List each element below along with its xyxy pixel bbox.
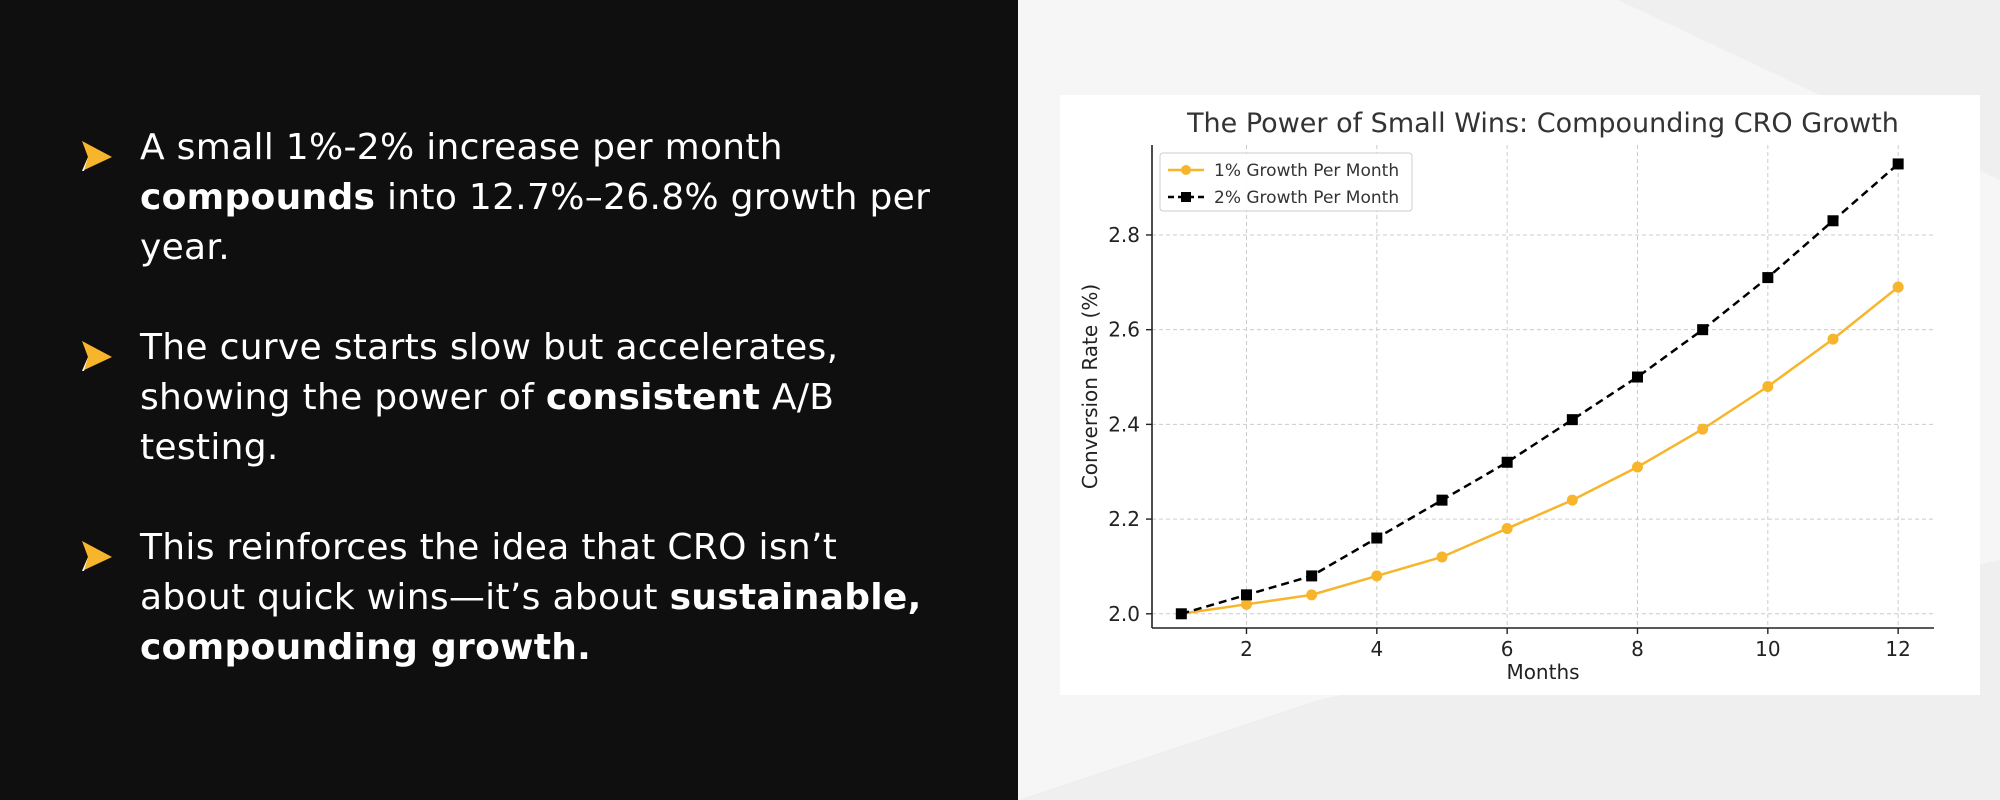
y-tick-label: 2.2 bbox=[1108, 507, 1140, 531]
bullet-text: This reinforces the idea that CRO isn’t a… bbox=[140, 523, 1000, 673]
bullet-line: about quick wins—it’s about sustainable, bbox=[140, 573, 1000, 623]
x-tick-label: 2 bbox=[1240, 637, 1253, 661]
series-2-marker bbox=[1762, 272, 1774, 284]
series-1-marker bbox=[1501, 523, 1513, 535]
bold-text-run: sustainable, bbox=[669, 577, 922, 618]
series-2-marker bbox=[1501, 456, 1513, 468]
bullet-line: compounds into 12.7%–26.8% growth per bbox=[140, 173, 1000, 223]
x-tick-label: 4 bbox=[1370, 637, 1383, 661]
text-run: A small 1%-2% increase per month bbox=[140, 127, 783, 168]
series-2-marker bbox=[1566, 414, 1578, 426]
chart-title: The Power of Small Wins: Compounding CRO… bbox=[1186, 108, 1899, 139]
text-run: The curve starts slow but accelerates, bbox=[140, 327, 839, 368]
y-tick-label: 2.6 bbox=[1108, 318, 1140, 342]
bullet-item: This reinforces the idea that CRO isn’t a… bbox=[70, 523, 970, 683]
text-run: year. bbox=[140, 227, 230, 268]
y-tick-label: 2.0 bbox=[1108, 602, 1140, 626]
y-tick-label: 2.4 bbox=[1108, 412, 1140, 436]
bullet-line: year. bbox=[140, 223, 1000, 273]
text-run: testing. bbox=[140, 427, 279, 468]
legend-label: 1% Growth Per Month bbox=[1214, 161, 1399, 181]
bullet-item: The curve starts slow but accelerates, sh… bbox=[70, 323, 970, 483]
x-tick-label: 6 bbox=[1501, 637, 1514, 661]
bullet-line: This reinforces the idea that CRO isn’t bbox=[140, 523, 1000, 573]
axes-layer: 2 4 6 8 10 12 2.0 2.2 2.4 2.6 2.8 bbox=[1108, 145, 1934, 661]
text-run: This reinforces the idea that CRO isn’t bbox=[140, 527, 838, 568]
bullet-line: compounding growth. bbox=[140, 623, 1000, 673]
x-tick-label: 10 bbox=[1755, 637, 1780, 661]
series-2-marker bbox=[1892, 158, 1904, 170]
grid-layer bbox=[1152, 145, 1934, 628]
series-2-marker bbox=[1240, 589, 1252, 601]
series-2-marker bbox=[1175, 608, 1187, 620]
play-arrow-icon bbox=[82, 341, 112, 371]
bullet-line: showing the power of consistent A/B bbox=[140, 373, 1000, 423]
bullet-text: The curve starts slow but accelerates, sh… bbox=[140, 323, 1000, 473]
series-1-marker bbox=[1892, 281, 1904, 293]
line-chart: 2 4 6 8 10 12 2.0 2.2 2.4 2.6 2.8 1% Growth Per Mo… bbox=[1078, 108, 1934, 684]
bullet-text: A small 1%-2% increase per month compound… bbox=[140, 123, 1000, 273]
series-layer bbox=[1175, 158, 1904, 620]
x-tick-label: 12 bbox=[1885, 637, 1910, 661]
series-1-marker bbox=[1240, 598, 1252, 610]
series-1-marker bbox=[1827, 333, 1839, 345]
x-axis-label: Months bbox=[1506, 660, 1579, 684]
series-2-marker bbox=[1631, 371, 1643, 383]
series-1-marker bbox=[1566, 494, 1578, 506]
bullet-item: A small 1%-2% increase per month compound… bbox=[70, 123, 970, 283]
bold-text-run: consistent bbox=[545, 377, 761, 418]
series-2-marker bbox=[1371, 532, 1383, 544]
y-axis-label: Conversion Rate (%) bbox=[1078, 284, 1102, 489]
text-run: showing the power of bbox=[140, 377, 546, 418]
legend-box bbox=[1159, 152, 1413, 212]
bullet-line: A small 1%-2% increase per month bbox=[140, 123, 1000, 173]
play-arrow-icon bbox=[82, 141, 112, 171]
legend: 1% Growth Per Month 2% Growth Per Month bbox=[1159, 152, 1413, 212]
bold-text-run: compounding growth. bbox=[140, 627, 592, 668]
series-2-marker bbox=[1306, 570, 1318, 582]
legend-label: 2% Growth Per Month bbox=[1214, 188, 1399, 208]
series-line-1 bbox=[1181, 286, 1899, 616]
text-run: into 12.7%–26.8% growth per bbox=[375, 177, 931, 218]
play-arrow-icon bbox=[82, 541, 112, 571]
series-2-marker bbox=[1827, 215, 1839, 227]
series-1-marker bbox=[1697, 423, 1709, 435]
series-1-marker bbox=[1306, 589, 1318, 601]
legend-marker bbox=[1181, 165, 1191, 175]
bullet-line: The curve starts slow but accelerates, bbox=[140, 323, 1000, 373]
bullet-line: testing. bbox=[140, 423, 1000, 473]
series-line-2 bbox=[1180, 162, 1899, 615]
series-1-marker bbox=[1762, 381, 1774, 392]
legend-marker bbox=[1181, 192, 1191, 202]
series-1-marker bbox=[1371, 570, 1383, 582]
bullet-panel: A small 1%-2% increase per month compound… bbox=[70, 123, 970, 683]
series-1-marker bbox=[1631, 461, 1643, 473]
series-2-marker bbox=[1697, 324, 1709, 336]
series-1-marker bbox=[1436, 551, 1448, 563]
chart-card: 2 4 6 8 10 12 2.0 2.2 2.4 2.6 2.8 1% Growth Per Mo… bbox=[1060, 95, 1980, 695]
y-tick-label: 2.8 bbox=[1108, 223, 1140, 247]
x-tick-label: 8 bbox=[1631, 637, 1644, 661]
series-2-marker bbox=[1436, 494, 1448, 506]
text-run: A/B bbox=[760, 377, 835, 418]
text-run: about quick wins—it’s about bbox=[140, 577, 670, 618]
bold-text-run: compounds bbox=[140, 177, 376, 218]
